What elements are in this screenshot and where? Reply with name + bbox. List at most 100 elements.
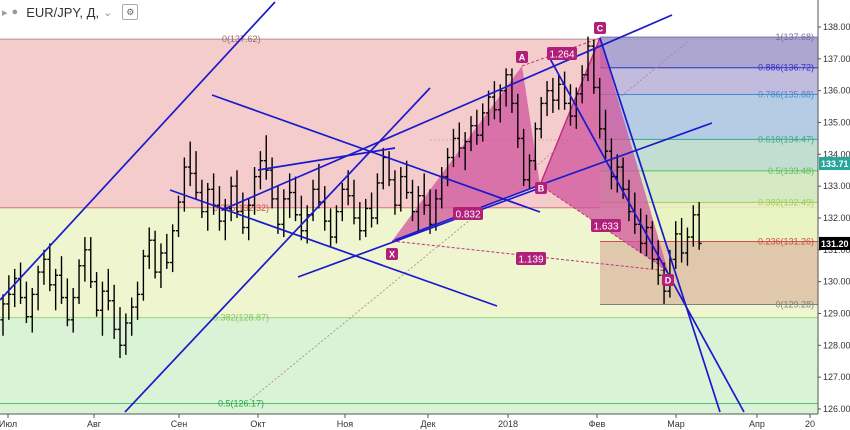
fib-level-label: 0.382(128.87) [213,313,269,323]
point-marker [516,51,528,63]
ohlc-bar [59,256,64,304]
fib-zone [600,37,818,68]
price-marker [819,236,850,250]
ohlc-bar [357,202,363,241]
point-marker [662,274,674,286]
fib-zone [600,94,818,140]
ohlc-bar [684,227,690,266]
price-tick-label: 127.00 [823,372,850,382]
time-tick-label: Апр [749,419,765,429]
ratio-label: 1.139 [518,255,543,266]
ohlc-bar [374,173,380,225]
trend-line [539,122,713,186]
trend-line [599,37,721,413]
point-label: X [389,250,395,260]
price-tick-label: 129.00 [823,308,850,318]
ohlc-bar [246,198,252,241]
fib-level-label: 0(129.28) [775,300,814,310]
fib-level-label: 0.618(134.47) [758,134,814,144]
ohlc-bar [392,170,398,215]
ohlc-bar [521,128,527,187]
trend-line [211,94,541,213]
time-tick-label: Мар [667,419,685,429]
ohlc-bar [170,224,176,273]
ohlc-bar [585,36,591,82]
fib-zone [600,241,818,305]
trend-line [0,1,276,301]
symbol-title[interactable]: EUR/JPY, Д, [26,4,100,20]
collapse-chevron-icon[interactable]: ⌄ [103,6,113,19]
price-tick-label: 138.00 [823,22,850,32]
ohlc-bar [369,192,375,228]
trend-line [297,187,541,278]
price-marker-label: 133.71 [821,159,849,169]
ohlc-bar [679,217,685,263]
price-tick-label: 134.00 [823,149,850,159]
point-label: D [665,276,672,286]
ohlc-bar [140,249,146,301]
ohlc-bar [164,233,170,269]
price-tick-label: 135.00 [823,117,850,127]
ratio-badge [453,207,483,220]
ohlc-bar [158,243,164,289]
ratio-label: 0.832 [455,210,480,221]
ohlc-bar [480,103,486,142]
ohlc-bar [129,297,135,336]
price-tick-label: 133.00 [823,181,850,191]
ohlc-bar [690,205,696,247]
chart-header: ▸ ● EUR/JPY, Д, ⌄ ⚙ [0,0,139,24]
time-tick-label: Окт [250,419,265,429]
ohlc-bar [123,313,129,355]
price-tick-label: 132.00 [823,213,850,223]
time-scale: Июл Авг Сен Окт Ноя Дек 2018 Фев Мар Апр 20 [0,413,850,430]
ohlc-bar [556,74,562,110]
ohlc-bar [146,227,152,269]
ohlc-bar [187,141,193,187]
ohlc-bar [491,81,497,120]
ohlc-bar [281,189,287,238]
ohlc-bar [415,186,421,231]
ohlc-bar [298,195,304,241]
ohlc-bar [515,93,521,148]
expand-arrow-icon[interactable]: ▸ [2,6,8,19]
ohlc-bar [532,122,538,171]
ohlc-bar [527,154,532,190]
ohlc-bar [450,128,456,168]
ohlc-bar [23,281,29,324]
ratio-label: 1.264 [549,50,574,61]
trend-line [257,147,396,171]
ohlc-bar [404,160,410,199]
ohlc-bar [152,230,158,279]
ratio-label: 1.633 [593,222,618,233]
price-scale-bg [818,0,850,430]
ohlc-bar [29,288,35,333]
ohlc-bar [333,205,339,244]
ohlc-bar [82,237,88,282]
ohlc-bar [53,268,59,311]
ohlc-bar [410,179,415,222]
ohlc-bar [193,151,199,199]
price-scale: 126.00127.00128.00129.00130.00131.00132.… [817,0,850,430]
ohlc-bar [626,179,632,222]
ohlc-bar [105,268,111,311]
time-tick-label: Авг [87,419,102,429]
ohlc-bar [111,284,117,339]
ohlc-bar [35,265,41,311]
ratio-badge [547,47,577,60]
price-tick-label: 126.00 [823,404,850,414]
fib-level-label: 0.382(132.49) [758,197,814,207]
point-marker [594,22,606,34]
settings-gear-icon[interactable]: ⚙ [122,4,139,20]
ohlc-bar [99,281,105,336]
time-tick-label: Июл [0,419,17,429]
ohlc-bar [47,243,53,292]
ohlc-bar [421,173,427,215]
fib-level-label: 0.5(126.17) [218,399,264,409]
fib-level-label: 0.5(133.48) [768,166,814,176]
price-tick-label: 136.00 [823,86,850,96]
ohlc-bar [462,132,468,171]
ohlc-bar [64,278,70,327]
ohlc-bar [41,249,47,285]
